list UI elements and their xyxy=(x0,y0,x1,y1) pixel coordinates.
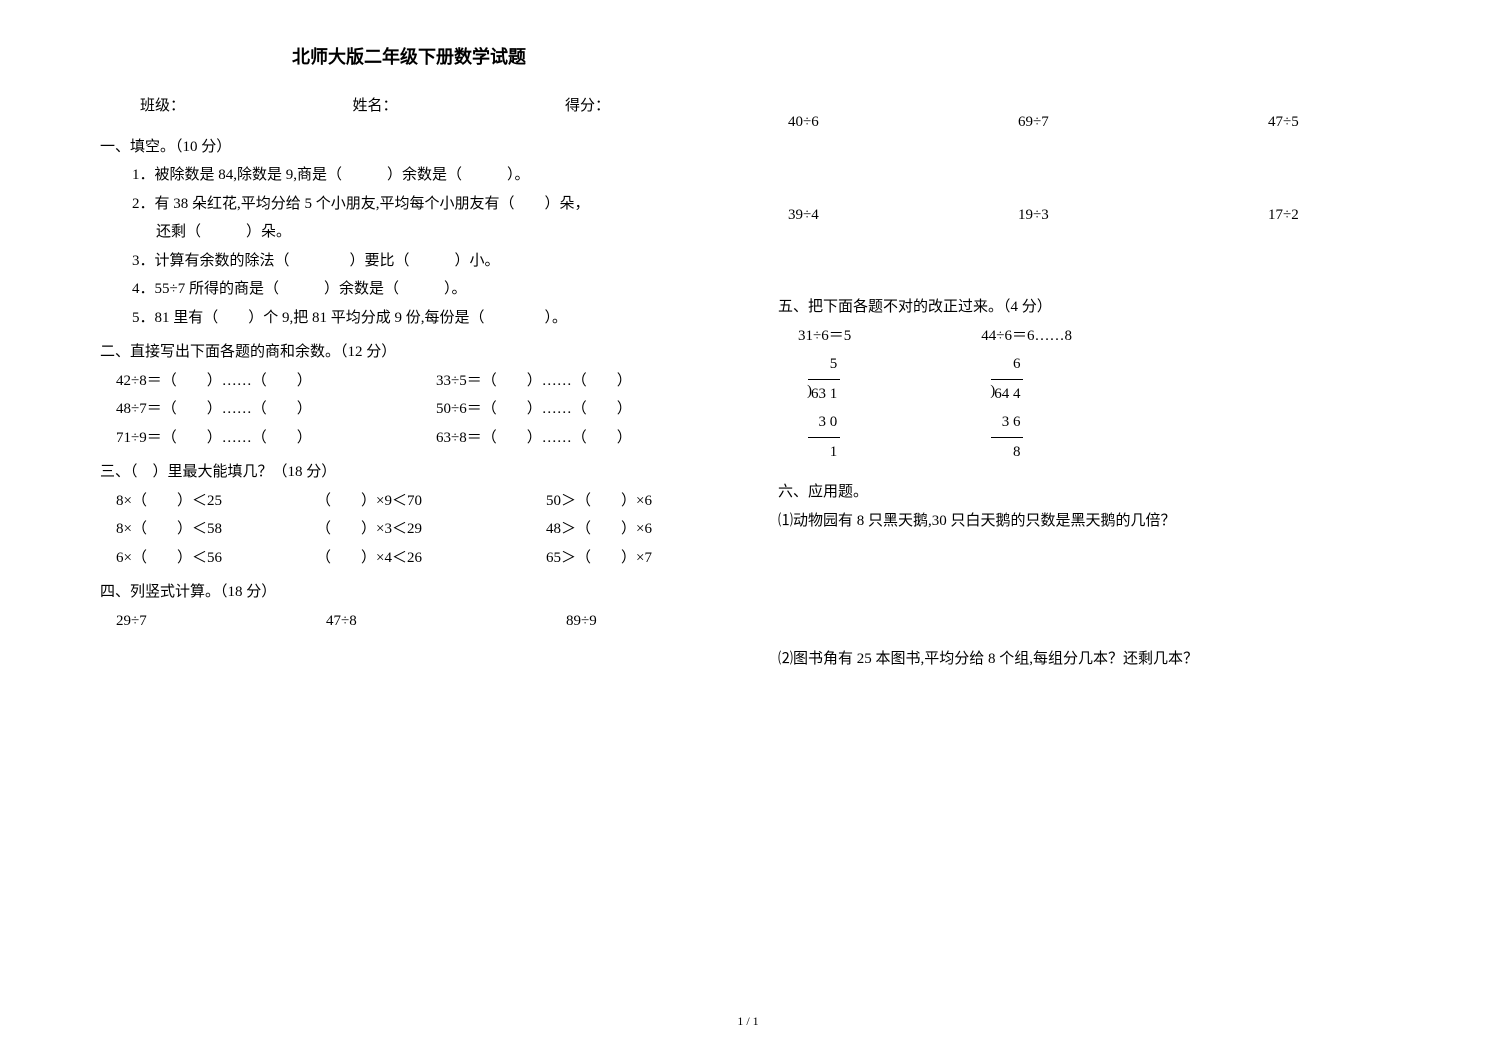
ld-left-rem: 1 xyxy=(830,444,838,460)
s1-q5: 5．81 里有（ ）个 9,把 81 平均分成 9 份,每份是（ ）。 xyxy=(100,304,718,333)
s2-r3b: 63÷8＝（ ）……（ ） xyxy=(436,424,632,453)
page-footer: 1 / 1 xyxy=(0,1010,1496,1033)
section-3-heading: 三、（ ）里最大能填几？（18 分） xyxy=(100,458,718,487)
ld-left-step: 3 0 xyxy=(819,414,838,430)
s4-r1b: 47÷8 xyxy=(326,607,566,636)
section-2-heading: 二、直接写出下面各题的商和余数。（12 分） xyxy=(100,338,718,367)
s3-r3b: （ ）×4＜26 xyxy=(316,544,546,573)
s4-r1c: 89÷9 xyxy=(566,607,597,636)
s5-right-block: 44÷6＝6……8 6 64 4 3 6 8 xyxy=(981,322,1072,467)
s2-r3a: 71÷9＝（ ）……（ ） xyxy=(116,424,436,453)
s3-r2b: （ ）×3＜29 xyxy=(316,515,546,544)
s5-right-eq: 44÷6＝6……8 xyxy=(981,322,1072,351)
s3-r1a: 8×（ ）＜25 xyxy=(116,487,316,516)
s2-r2b: 50÷6＝（ ）……（ ） xyxy=(436,395,632,424)
long-division-left: 5 63 1 3 0 1 xyxy=(808,350,840,466)
ld-left-dividend: 3 1 xyxy=(819,386,838,402)
s3-r2a: 8×（ ）＜58 xyxy=(116,515,316,544)
s2-r2a: 48÷7＝（ ）……（ ） xyxy=(116,395,436,424)
score-label: 得分： xyxy=(565,98,610,114)
s1-q1: 1．被除数是 84,除数是 9,商是（ ）余数是（ ）。 xyxy=(100,161,718,190)
s3-r3c: 65＞（ ）×7 xyxy=(546,544,652,573)
s5-left-block: 31÷6＝5 5 63 1 3 0 1 xyxy=(798,322,851,467)
section-5-heading: 五、把下面各题不对的改正过来。（4 分） xyxy=(778,293,1396,322)
s4-r2c: 47÷5 xyxy=(1268,108,1299,137)
s4-r1a: 29÷7 xyxy=(116,607,326,636)
s2-r1a: 42÷8＝（ ）……（ ） xyxy=(116,367,436,396)
section-4-heading: 四、列竖式计算。（18 分） xyxy=(100,578,718,607)
s1-q2b: 还剩（ ）朵。 xyxy=(100,218,718,247)
section-6-heading: 六、应用题。 xyxy=(778,478,1396,507)
s1-q4: 4．55÷7 所得的商是（ ）余数是（ ）。 xyxy=(100,275,718,304)
section-1-heading: 一、填空。（10 分） xyxy=(100,133,718,162)
s2-r1b: 33÷5＝（ ）……（ ） xyxy=(436,367,632,396)
ld-right-quotient: 6 xyxy=(1013,356,1021,372)
s5-left-eq: 31÷6＝5 xyxy=(798,322,851,351)
ld-right-rem: 8 xyxy=(1013,444,1021,460)
header-line: 班级： 姓名： 得分： xyxy=(100,92,718,121)
s6-q2: ⑵图书角有 25 本图书,平均分给 8 个组,每组分几本？还剩几本？ xyxy=(778,645,1396,674)
s3-r1b: （ ）×9＜70 xyxy=(316,487,546,516)
ld-right-step: 3 6 xyxy=(1002,414,1021,430)
s3-r2c: 48＞（ ）×6 xyxy=(546,515,652,544)
s4-r2b: 69÷7 xyxy=(1018,108,1268,137)
s4-r3a: 39÷4 xyxy=(788,201,1018,230)
long-division-right: 6 64 4 3 6 8 xyxy=(991,350,1023,466)
s4-r3c: 17÷2 xyxy=(1268,201,1299,230)
s1-q3: 3．计算有余数的除法（ ）要比（ ）小。 xyxy=(100,247,718,276)
class-label: 班级： xyxy=(140,98,185,114)
s6-q1: ⑴动物园有 8 只黑天鹅,30 只白天鹅的只数是黑天鹅的几倍？ xyxy=(778,507,1396,536)
name-label: 姓名： xyxy=(353,98,398,114)
s3-r3a: 6×（ ）＜56 xyxy=(116,544,316,573)
s4-r2a: 40÷6 xyxy=(788,108,1018,137)
ld-left-quotient: 5 xyxy=(830,356,838,372)
page-title: 北师大版二年级下册数学试题 xyxy=(100,40,718,74)
ld-right-dividend: 4 4 xyxy=(1002,386,1021,402)
s4-r3b: 19÷3 xyxy=(1018,201,1268,230)
s1-q2: 2．有 38 朵红花,平均分给 5 个小朋友,平均每个小朋友有（ ）朵， xyxy=(100,190,718,219)
s3-r1c: 50＞（ ）×6 xyxy=(546,487,652,516)
